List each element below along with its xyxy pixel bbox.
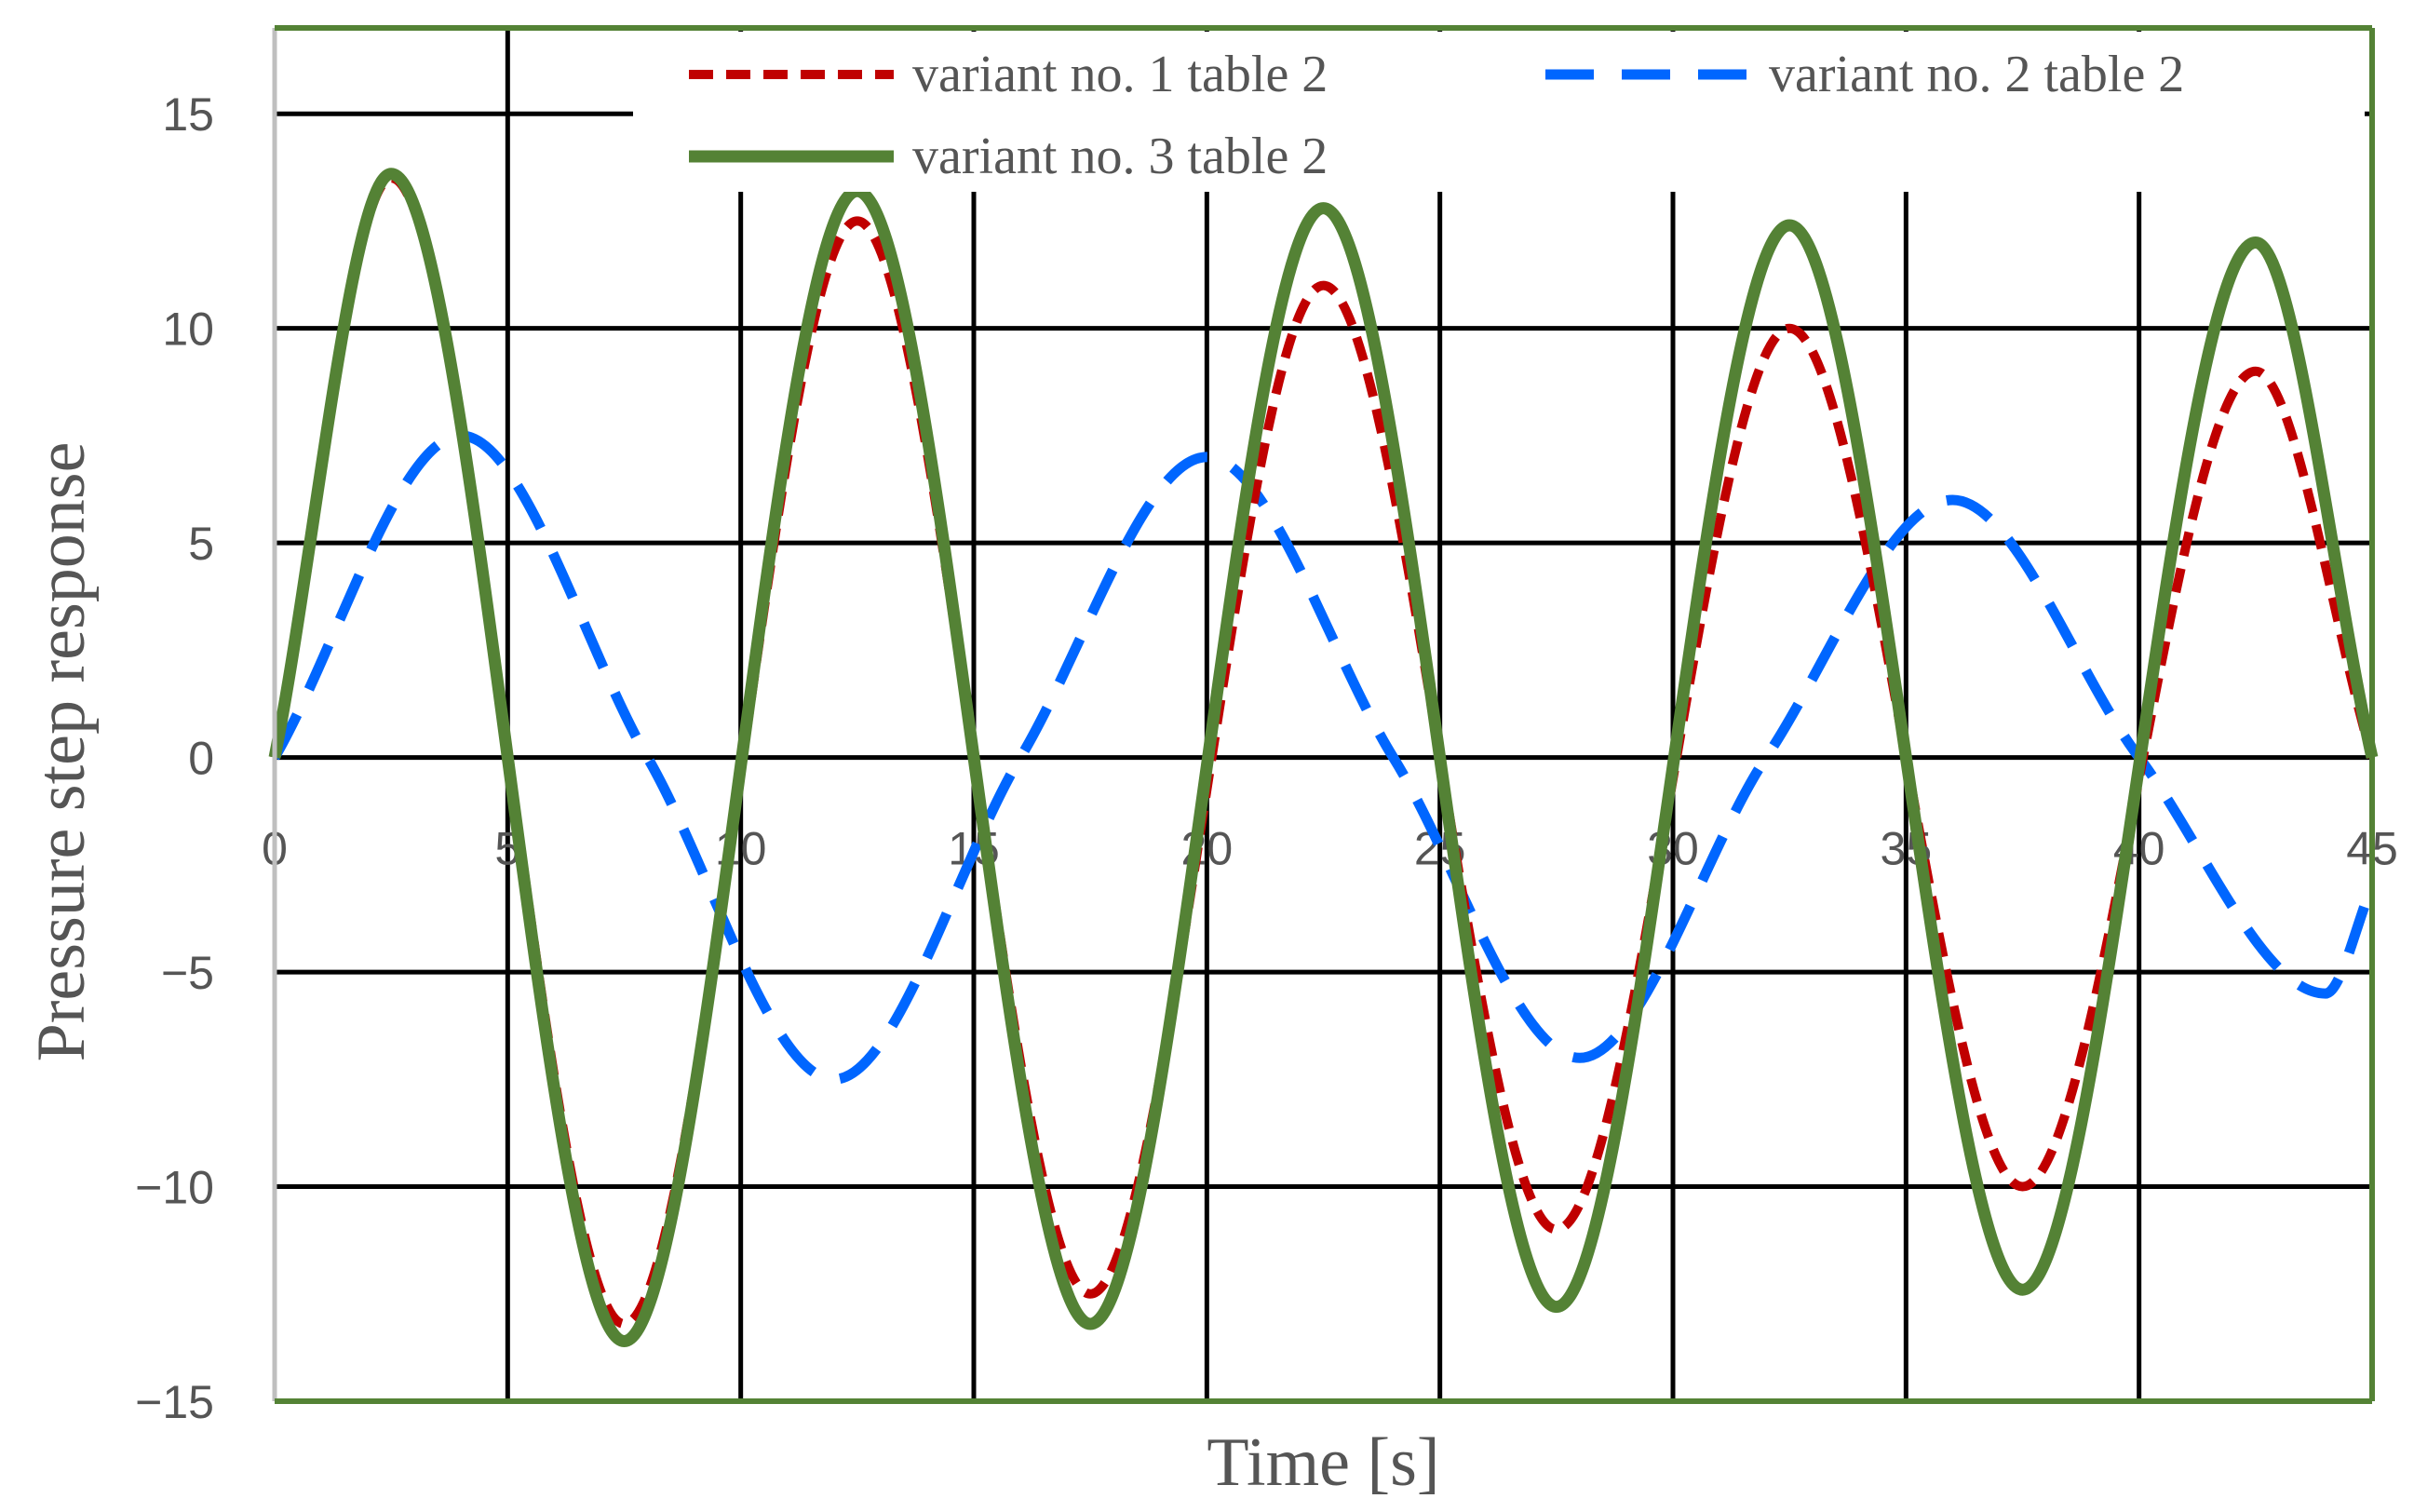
- legend-label-3: variant no. 3 table 2: [912, 128, 1328, 185]
- legend-label-2: variant no. 2 table 2: [1769, 46, 2184, 103]
- y-tick-label: 5: [188, 518, 214, 570]
- x-axis-title: Time [s]: [1207, 1424, 1439, 1501]
- plot-frame: [272, 25, 2375, 1404]
- y-tick-label: 15: [162, 88, 214, 141]
- y-tick-labels: −15 −10 −5 0 5 10 15: [135, 88, 214, 1428]
- y-axis-title: Pressure step response: [23, 442, 100, 1062]
- y-tick-label: 0: [188, 733, 214, 785]
- legend-background: [633, 32, 2365, 192]
- y-tick-label: −15: [135, 1376, 214, 1428]
- legend-label-1: variant no. 1 table 2: [912, 46, 1328, 103]
- series-line-2: [270, 430, 2378, 1085]
- y-tick-label: −10: [135, 1162, 214, 1214]
- series-lines: [268, 168, 2379, 1347]
- legend: variant no. 1 table 2 variant no. 2 table…: [689, 46, 2184, 185]
- y-tick-label: 10: [162, 304, 214, 356]
- series-line-3: [268, 168, 2379, 1347]
- y-tick-label: −5: [161, 947, 214, 999]
